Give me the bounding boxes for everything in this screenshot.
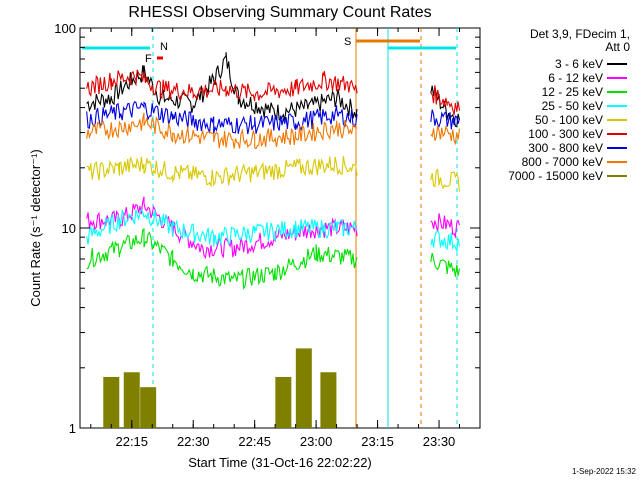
series-bar [140,387,157,428]
flag-bars: NF S [82,36,456,65]
series-bar [295,348,312,428]
x-tick-label: 23:00 [300,434,333,449]
y-tick-label: 10 [62,221,76,236]
flag-label: N [160,41,168,53]
x-tick-label: 22:45 [238,434,271,449]
series-line [86,208,358,247]
footer-date: 1-Sep-2022 15:32 [572,467,637,476]
series-bar [103,376,120,428]
series-layer [86,52,461,428]
x-axis-label: Start Time (31-Oct-16 22:02:22) [188,455,372,470]
series-line [86,112,358,150]
series-line [86,52,358,121]
x-tick-label: 22:30 [177,434,210,449]
legend-label: 12 - 25 keV [542,85,603,99]
series-line [86,156,358,188]
flag-label: F [145,53,152,65]
series-line [430,168,461,192]
legend-label: 50 - 100 keV [535,113,603,127]
series-line [86,69,358,102]
legend-header-line-1: Det 3,9, FDecim 1, [530,27,630,41]
legend-label: 3 - 6 keV [555,57,603,71]
series-line [430,124,461,146]
series-line [430,230,461,252]
legend-label: 6 - 12 keV [548,71,603,85]
flag-label: S [344,36,351,48]
legend-header-line-2: Att 0 [605,40,630,54]
series-line [430,109,461,130]
axis-ticks: 22:15 22:30 22:45 23:00 23:15 23:30 1 10 100 [54,21,480,449]
chart-title: RHESSI Observing Summary Count Rates [128,4,431,21]
plot-frame [79,27,481,429]
x-tick-label: 23:15 [361,434,394,449]
series-bar [320,372,337,428]
series-bar [123,372,140,428]
series-bar [275,376,292,428]
series-line [86,227,358,290]
x-tick-label: 22:15 [115,434,148,449]
legend-label: 25 - 50 keV [542,99,603,113]
y-axis-label: Count Rate (s⁻¹ detector⁻¹) [28,149,43,307]
plot-area: NF S 22:15 22:30 22:45 23:00 23:15 23:30 1 10 100 [54,21,481,449]
series-line [86,101,358,135]
series-line [430,252,461,277]
y-tick-label: 100 [54,21,76,36]
legend-label: 7000 - 15000 keV [508,169,603,183]
legend-label: 100 - 300 keV [528,127,603,141]
series-line [430,213,461,239]
legend-label: 800 - 7000 keV [522,155,603,169]
y-tick-label: 1 [69,421,76,436]
x-tick-label: 23:30 [423,434,456,449]
series-line [430,85,461,115]
legend-label: 300 - 800 keV [528,141,603,155]
